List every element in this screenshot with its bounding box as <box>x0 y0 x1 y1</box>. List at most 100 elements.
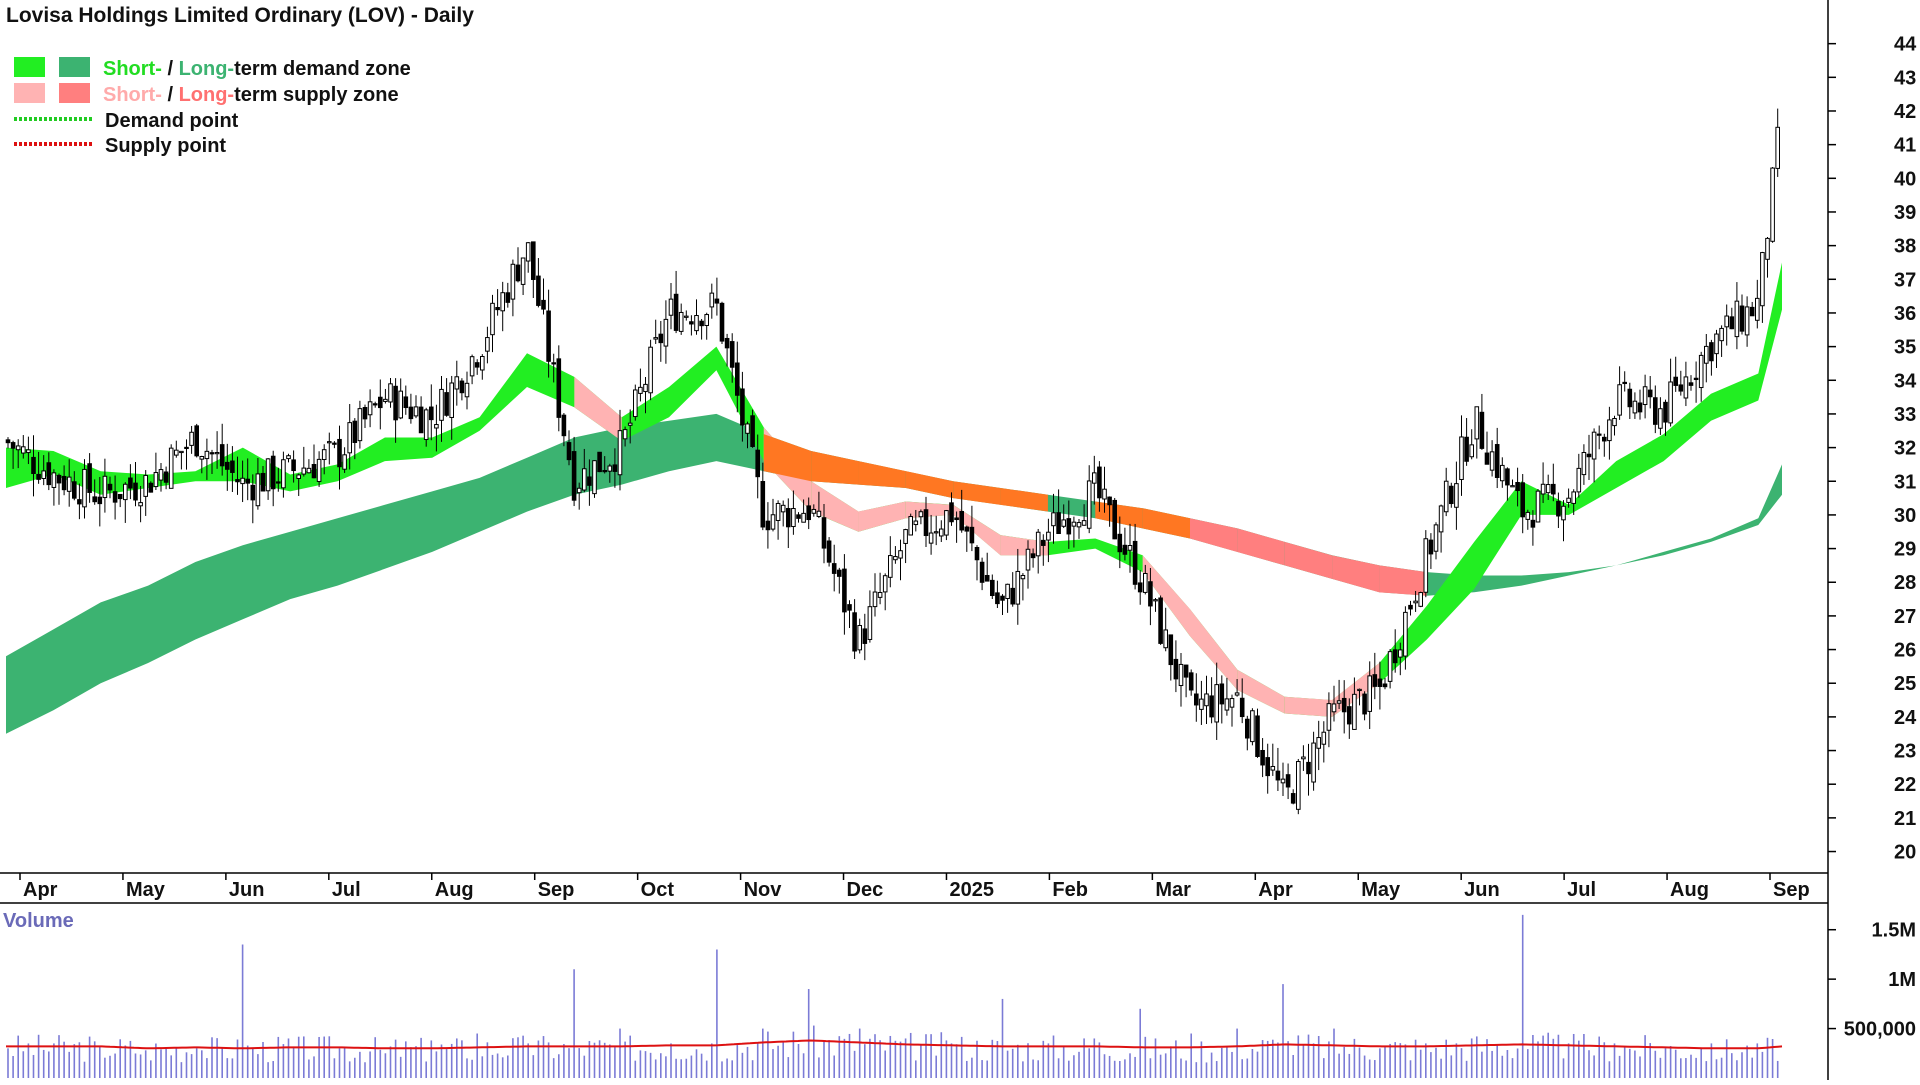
legend-demand-sep: / <box>162 58 179 80</box>
price-tick-label: 42 <box>1894 101 1916 123</box>
candle-body <box>1102 488 1107 500</box>
candle-body <box>1061 519 1067 527</box>
time-tick-label: Jul <box>1567 879 1596 901</box>
candle-body <box>704 314 710 326</box>
candle-body <box>485 337 490 352</box>
candle-body <box>877 592 883 598</box>
candle-body <box>31 456 36 474</box>
candle-body <box>1454 483 1459 508</box>
price-tick-label: 24 <box>1894 707 1917 729</box>
candle-body <box>694 315 699 332</box>
candle-body <box>1260 749 1265 766</box>
candle-body <box>1642 386 1648 406</box>
candle-body <box>893 556 898 561</box>
candle-body <box>1413 600 1418 604</box>
candle-body <box>388 383 393 403</box>
candle-body <box>801 512 806 523</box>
candle-body <box>1137 582 1143 593</box>
candle-body <box>61 475 67 491</box>
price-tick-label: 28 <box>1894 572 1916 594</box>
candle-body <box>1086 480 1092 529</box>
candle-body <box>617 430 623 476</box>
candle-body <box>1158 597 1163 644</box>
candle-body <box>1311 742 1316 783</box>
candle-body <box>1056 512 1061 535</box>
time-tick-label: Oct <box>641 879 675 901</box>
legend-demand-point: Demand point <box>105 110 239 132</box>
long-term-supply-segment <box>1284 541 1333 579</box>
short-term-supply-segment <box>953 504 1001 556</box>
candle-body <box>189 431 194 446</box>
candle-body <box>842 568 847 613</box>
candle-body <box>429 406 434 421</box>
candle-body <box>1020 574 1026 580</box>
candle-body <box>270 455 276 490</box>
candle-body <box>908 516 914 536</box>
candle-body <box>46 462 52 486</box>
candle-body <box>250 484 256 501</box>
candle-body <box>1591 431 1597 460</box>
candle-body <box>1709 342 1714 362</box>
candle-body <box>459 380 465 394</box>
volume-average-line <box>6 1039 1783 1050</box>
candle-body <box>1581 452 1587 476</box>
legend: Short- / Long-term demand zone Short- / … <box>14 57 411 157</box>
candle-body <box>1540 483 1546 495</box>
long-term-supply-segment <box>811 450 859 485</box>
candle-body <box>939 528 944 537</box>
candle-body <box>745 423 750 434</box>
time-tick-label: May <box>126 879 166 901</box>
candle-body <box>36 473 41 480</box>
candle-body <box>1377 678 1383 687</box>
candle-body <box>1270 765 1276 771</box>
candle-body <box>1265 757 1271 777</box>
time-tick-label: Feb <box>1052 879 1088 901</box>
legend-swatch-long-supply <box>59 83 90 103</box>
price-tick-label: 44 <box>1894 34 1917 56</box>
price-tick-label: 25 <box>1894 673 1916 695</box>
candle-body <box>556 358 562 418</box>
candle-body <box>551 362 557 365</box>
candle-body <box>469 356 475 377</box>
candle-body <box>1326 703 1332 731</box>
candle-body <box>786 508 791 528</box>
candle-body <box>576 487 582 494</box>
candle-body <box>571 451 577 501</box>
candle-body <box>1433 524 1439 552</box>
candle-body <box>510 263 516 300</box>
candle-body <box>1183 664 1189 678</box>
candle-body <box>1734 300 1740 338</box>
candle-body <box>1438 505 1444 533</box>
candle-body <box>653 337 659 340</box>
candle-body <box>1545 484 1551 494</box>
candle-body <box>867 606 873 640</box>
candle-body <box>1500 464 1505 482</box>
candle-body <box>1357 688 1362 692</box>
candle-body <box>1066 518 1072 535</box>
candle-body <box>1132 540 1138 585</box>
candle-body <box>123 483 128 501</box>
time-tick-label: Mar <box>1155 879 1191 901</box>
candle-body <box>525 242 531 262</box>
candle-body <box>1117 533 1123 553</box>
candle-body <box>826 540 832 563</box>
candle-body <box>923 509 929 537</box>
chart-title: Lovisa Holdings Limited Ordinary (LOV) -… <box>6 4 474 27</box>
candle-body <box>1000 595 1005 601</box>
candle-body <box>1423 538 1429 593</box>
candle-layer <box>5 108 1781 815</box>
candle-body <box>1678 384 1684 392</box>
candle-body <box>607 465 613 472</box>
candle-body <box>5 439 11 444</box>
candle-body <box>597 451 602 473</box>
candle-body <box>1607 419 1612 442</box>
candle-body <box>378 396 383 409</box>
candle-body <box>219 444 225 467</box>
candle-body <box>26 449 31 454</box>
candle-body <box>505 292 511 303</box>
candle-body <box>780 504 786 513</box>
candle-body <box>311 463 317 479</box>
candle-body <box>1076 522 1082 528</box>
price-tick-label: 35 <box>1894 337 1916 359</box>
